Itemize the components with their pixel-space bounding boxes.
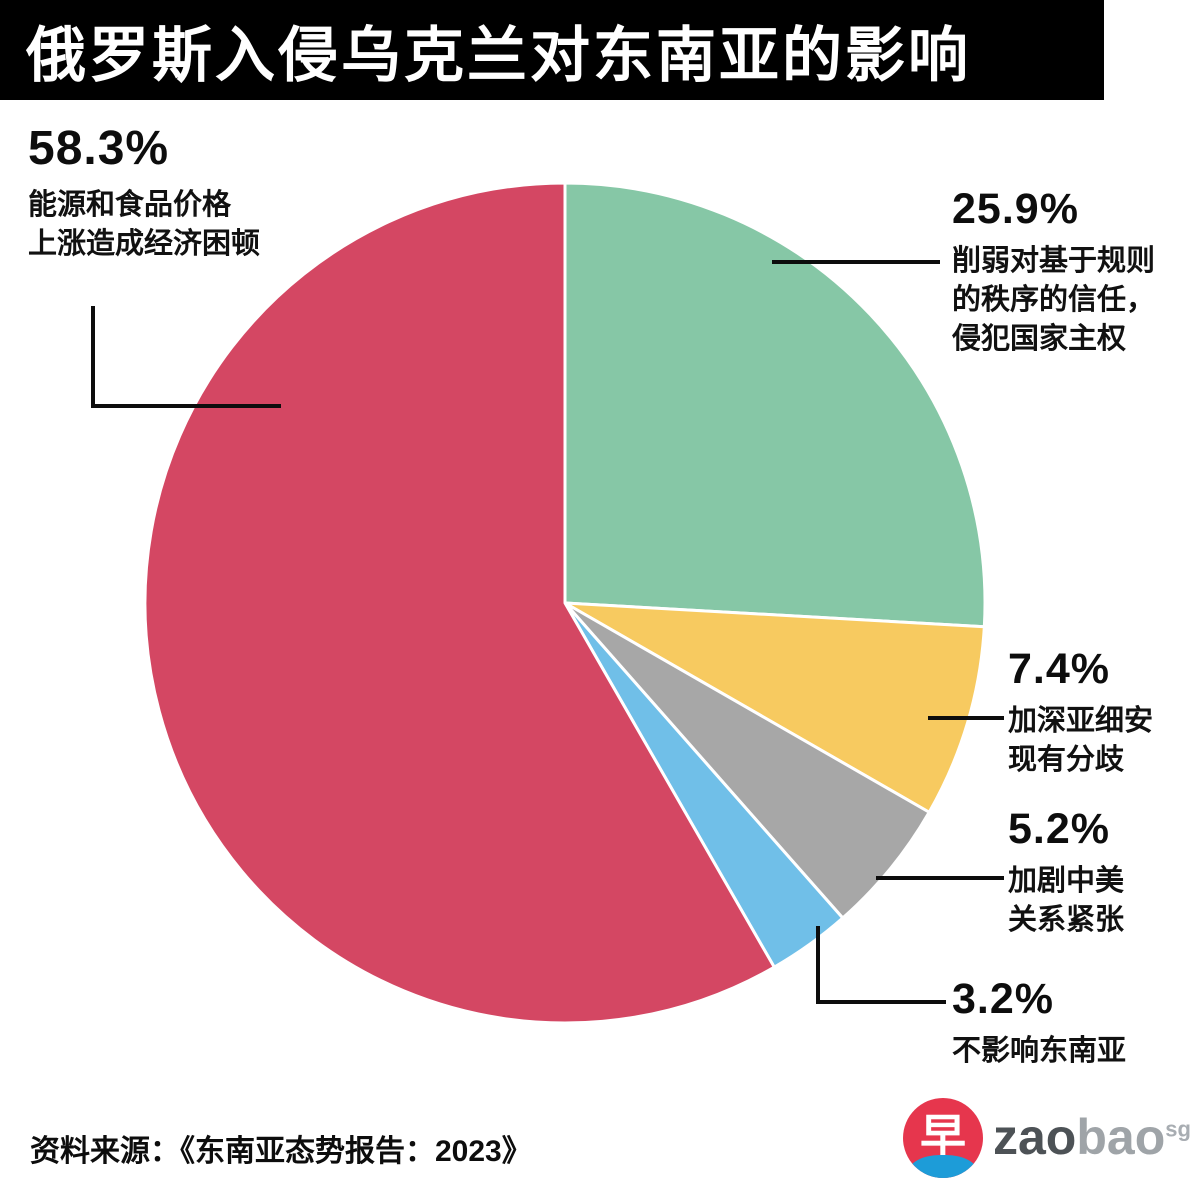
pie-slice-0 xyxy=(563,181,987,629)
source-attribution: 资料来源：《东南亚态势报告：2023》 xyxy=(30,1135,532,1168)
callout-label-yellow-2: 现有分歧 xyxy=(1008,744,1125,776)
leader-line-gray xyxy=(876,876,1004,880)
leader-line-blue-horizontal xyxy=(816,1000,946,1004)
callout-us-china-tensions: 5.2% 加剧中美 关系紧张 xyxy=(1008,804,1124,940)
callout-label-yellow-1: 加深亚细安 xyxy=(1008,705,1154,737)
callout-label-green-1: 削弱对基于规则 xyxy=(952,245,1156,277)
callout-label-red-2: 上涨造成经济困顿 xyxy=(28,228,261,260)
pie-chart xyxy=(143,181,987,1025)
title-banner: 俄罗斯入侵乌克兰对东南亚的影响 xyxy=(0,0,1104,100)
zaobao-logo-icon: 早 xyxy=(903,1098,983,1178)
callout-pct-yellow: 7.4% xyxy=(1008,645,1111,693)
callout-asean-divisions: 7.4% 加深亚细安 现有分歧 xyxy=(1008,644,1153,780)
callout-pct-gray: 5.2% xyxy=(1008,805,1111,853)
callout-label-gray-2: 关系紧张 xyxy=(1008,904,1125,936)
zaobao-wordmark: zaobaosg xyxy=(993,1108,1191,1166)
callout-pct-blue: 3.2% xyxy=(952,975,1055,1023)
pie-slice-4 xyxy=(143,181,776,1025)
leader-line-blue-vertical xyxy=(816,926,820,1004)
zao-character: 早 xyxy=(920,1110,966,1162)
callout-label-green-2: 的秩序的信任， xyxy=(952,284,1156,316)
callout-pct-green: 25.9% xyxy=(952,185,1079,233)
page-title: 俄罗斯入侵乌克兰对东南亚的影响 xyxy=(26,21,971,89)
callout-label-blue-1: 不影响东南亚 xyxy=(952,1035,1127,1067)
wordmark-zao: zao xyxy=(993,1109,1077,1165)
callout-pct-red: 58.3% xyxy=(28,122,170,175)
leader-line-green xyxy=(772,260,940,264)
callout-label-green-3: 侵犯国家主权 xyxy=(952,323,1127,355)
leader-line-yellow xyxy=(928,716,1004,720)
logo-swoosh-icon xyxy=(908,1155,978,1178)
callout-rules-order: 25.9% 削弱对基于规则 的秩序的信任， 侵犯国家主权 xyxy=(952,184,1155,359)
callout-label-red-1: 能源和食品价格 xyxy=(28,189,232,221)
callout-label-gray-1: 加剧中美 xyxy=(1008,865,1125,897)
callout-energy-prices: 58.3% 能源和食品价格 上涨造成经济困顿 xyxy=(28,122,260,264)
wordmark-sg: sg xyxy=(1165,1116,1191,1142)
pie-slice-2 xyxy=(563,601,931,920)
pie-slice-1 xyxy=(563,601,986,814)
leader-line-red-horizontal xyxy=(91,404,281,408)
leader-line-red-vertical xyxy=(91,306,95,408)
callout-no-impact: 3.2% 不影响东南亚 xyxy=(952,974,1126,1071)
wordmark-bao: bao xyxy=(1076,1109,1166,1165)
